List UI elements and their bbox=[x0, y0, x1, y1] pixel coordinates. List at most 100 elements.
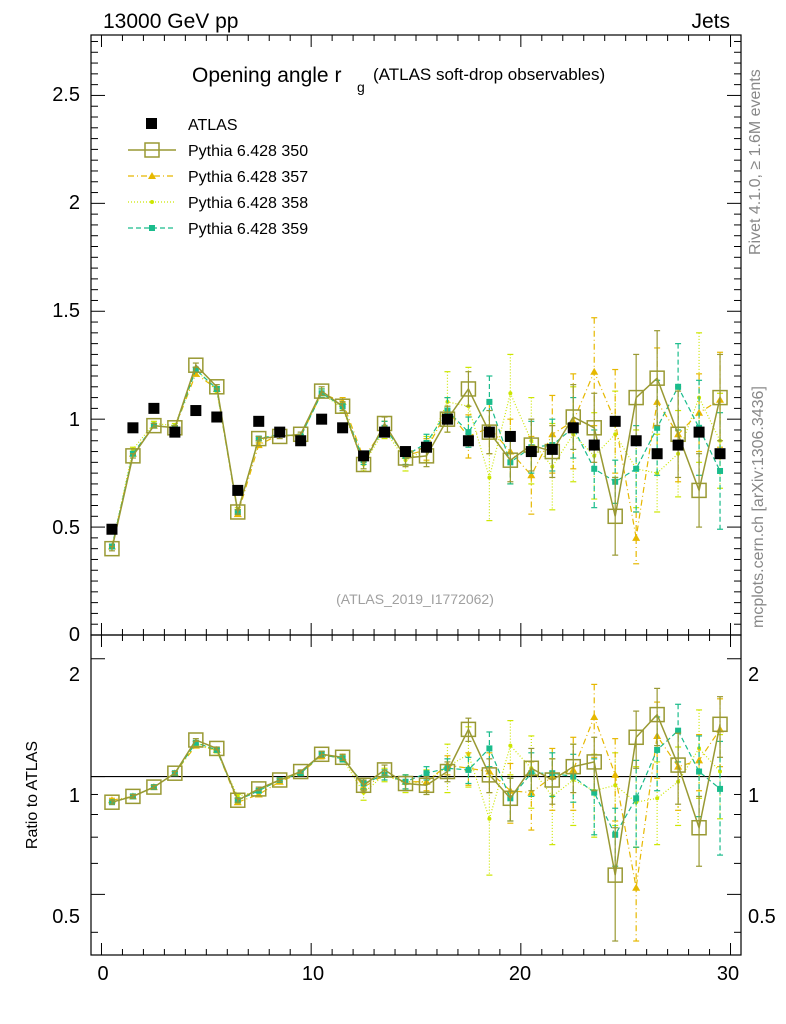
data-point-2-main bbox=[695, 408, 704, 416]
data-point-1-ratio bbox=[334, 749, 351, 766]
data-point-1-main bbox=[125, 448, 141, 464]
data-point-0-main bbox=[504, 430, 516, 442]
data-point-1-main bbox=[104, 540, 120, 557]
data-point-2-ratio bbox=[611, 770, 620, 778]
y-tick-label-2: 2 bbox=[69, 192, 80, 214]
data-point-1-main bbox=[439, 411, 456, 427]
data-point-3-main bbox=[613, 432, 618, 437]
data-point-4-main bbox=[717, 467, 724, 474]
data-point-0-main bbox=[546, 443, 558, 455]
data-point-1-ratio bbox=[292, 763, 309, 780]
data-point-1-ratio bbox=[230, 792, 246, 808]
data-point-2-main bbox=[590, 367, 599, 375]
series-4-main bbox=[108, 343, 724, 550]
data-point-3-ratio bbox=[487, 816, 492, 821]
series-0-main bbox=[106, 402, 726, 535]
legend-marker-358 bbox=[150, 200, 154, 204]
data-point-0-main bbox=[211, 411, 223, 423]
ratio-tick-label-0-5: 0.5 bbox=[52, 906, 80, 928]
data-point-1-ratio bbox=[565, 758, 582, 775]
data-point-0-main bbox=[379, 426, 391, 438]
data-point-0-main bbox=[190, 405, 202, 417]
data-point-1-ratio bbox=[146, 779, 162, 795]
data-point-0-main bbox=[274, 426, 286, 438]
series-line-3-main bbox=[111, 368, 721, 547]
legend-marker-359 bbox=[149, 225, 155, 231]
data-point-0-main bbox=[127, 422, 139, 434]
data-point-2-ratio bbox=[695, 756, 704, 764]
data-point-0-main bbox=[441, 413, 453, 425]
x-tick-label-20: 20 bbox=[509, 963, 531, 985]
data-point-1-main bbox=[209, 379, 225, 395]
data-point-1-main bbox=[628, 389, 644, 406]
series-2-ratio bbox=[107, 683, 725, 942]
data-point-1-ratio bbox=[649, 706, 665, 723]
data-point-0-main bbox=[420, 441, 432, 453]
x-tick-label-10: 10 bbox=[302, 963, 324, 985]
data-point-1-main bbox=[334, 398, 351, 414]
data-point-4-main bbox=[486, 398, 493, 405]
data-point-4-ratio bbox=[423, 770, 430, 777]
rivet-label: Rivet 4.1.0, ≥ 1.6M events bbox=[747, 69, 764, 255]
data-point-3-ratio bbox=[613, 783, 618, 788]
data-point-1-ratio bbox=[586, 754, 602, 770]
data-point-2-ratio bbox=[632, 883, 641, 891]
data-point-1-ratio bbox=[271, 772, 288, 788]
data-point-1-ratio bbox=[313, 746, 330, 763]
data-point-0-main bbox=[462, 435, 474, 447]
data-point-1-ratio bbox=[209, 740, 225, 757]
chart-title-suffix: (ATLAS soft-drop observables) bbox=[373, 65, 605, 84]
data-point-1-main bbox=[607, 508, 623, 525]
chart-title: Opening angle r bbox=[192, 64, 341, 87]
ratio-y-axis-label: Ratio to ATLAS bbox=[24, 741, 41, 849]
data-point-0-main bbox=[483, 426, 495, 438]
data-point-1-ratio bbox=[544, 772, 561, 788]
analysis-id-label: (ATLAS_2019_I1772062) bbox=[336, 591, 494, 607]
legend-label-350: Pythia 6.428 350 bbox=[188, 143, 308, 160]
data-point-1-ratio bbox=[712, 716, 728, 733]
data-point-3-ratio bbox=[508, 743, 513, 748]
legend-marker-350 bbox=[144, 142, 160, 158]
data-point-4-ratio bbox=[654, 746, 661, 753]
x-tick-label-30: 30 bbox=[717, 963, 739, 985]
data-point-3-main bbox=[487, 475, 492, 480]
data-point-4-main bbox=[654, 424, 661, 431]
series-line-4-ratio bbox=[111, 729, 721, 837]
legend: ATLAS Pythia 6.428 350 Pythia 6.428 357 … bbox=[128, 117, 308, 238]
data-point-1-main bbox=[146, 417, 162, 434]
data-point-4-main bbox=[465, 429, 472, 436]
data-point-1-main bbox=[712, 389, 728, 406]
data-point-1-ratio bbox=[460, 721, 477, 738]
series-line-2-ratio bbox=[111, 715, 721, 888]
data-point-0-main bbox=[337, 422, 349, 434]
data-point-2-main bbox=[632, 533, 641, 541]
data-point-0-main bbox=[714, 448, 726, 460]
data-point-1-main bbox=[313, 383, 330, 399]
mcplots-label: mcplots.cern.ch [arXiv:1306.3436] bbox=[750, 386, 767, 628]
data-point-2-main bbox=[191, 369, 200, 377]
data-point-1-ratio bbox=[607, 867, 623, 883]
data-point-3-ratio bbox=[655, 796, 660, 801]
y-tick-label-1-5: 1.5 bbox=[52, 300, 80, 322]
data-point-0-main bbox=[609, 415, 621, 427]
data-point-4-main bbox=[633, 465, 640, 472]
data-point-1-main bbox=[460, 381, 477, 397]
data-point-0-main bbox=[148, 402, 160, 414]
data-point-1-main bbox=[649, 370, 665, 386]
data-point-4-ratio bbox=[696, 768, 703, 775]
data-point-4-main bbox=[192, 366, 199, 373]
data-point-0-main bbox=[169, 426, 181, 438]
data-point-0-main bbox=[567, 422, 579, 434]
legend-marker-atlas bbox=[146, 118, 157, 129]
data-point-0-main bbox=[106, 523, 118, 535]
data-point-1-ratio bbox=[418, 777, 435, 794]
data-point-1-ratio bbox=[691, 819, 707, 836]
data-point-0-main bbox=[253, 415, 265, 427]
data-point-4-ratio bbox=[486, 745, 493, 752]
data-point-1-ratio bbox=[104, 794, 120, 810]
data-point-0-main bbox=[651, 448, 663, 460]
data-point-1-ratio bbox=[502, 790, 519, 807]
series-line-3-ratio bbox=[111, 742, 721, 821]
data-point-1-ratio bbox=[439, 763, 456, 780]
data-point-1-ratio bbox=[125, 788, 141, 805]
